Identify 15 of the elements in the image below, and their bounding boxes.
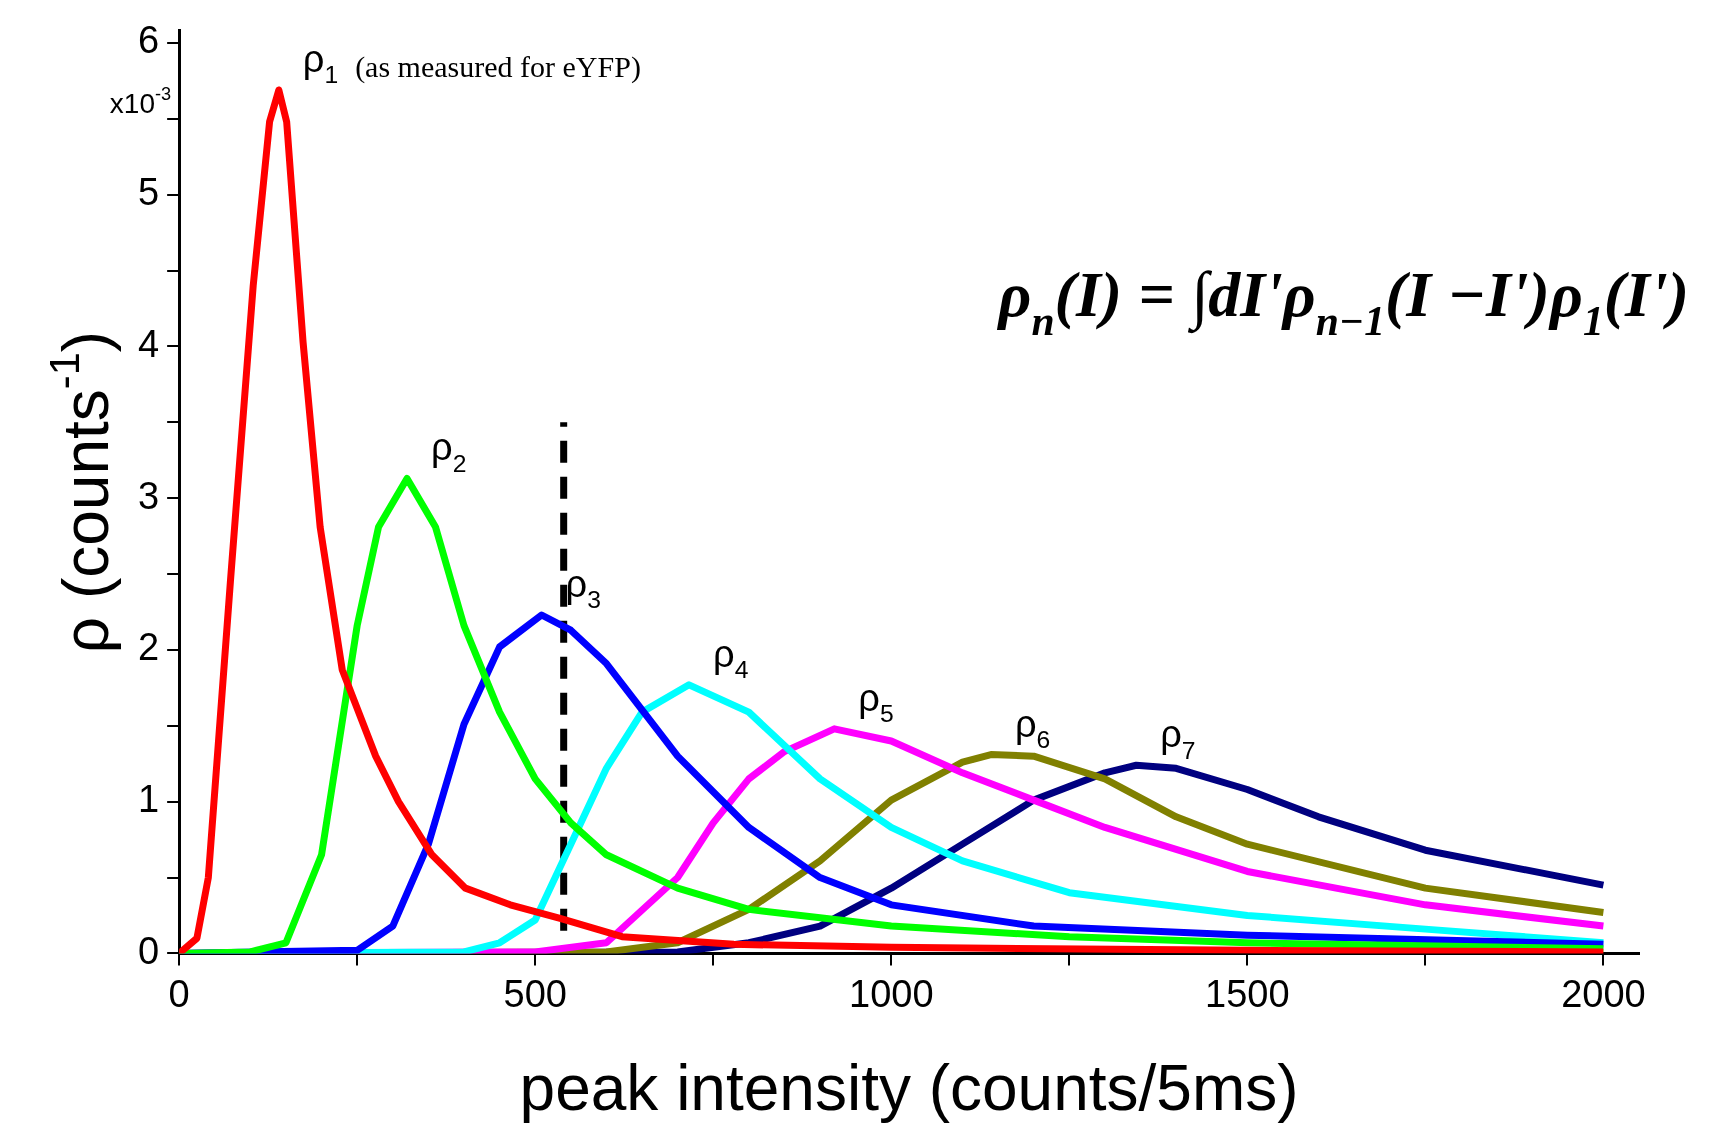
y-tick-label: 0 [137, 929, 160, 972]
y-tick-label: 4 [137, 322, 160, 365]
y-tick-label: 3 [137, 474, 160, 517]
x-tick-label: 500 [503, 972, 567, 1015]
x-tick-label: 1500 [1205, 972, 1290, 1015]
y-tick-label: 6 [137, 19, 160, 62]
x-tick-label: 2000 [1561, 972, 1646, 1015]
y-tick-label: 1 [137, 778, 160, 821]
y-tick-label: 2 [137, 626, 160, 669]
x-tick-label: 0 [168, 972, 190, 1015]
y-tick-label: 5 [137, 171, 160, 214]
x-axis-title: peak intensity (counts/5ms) [519, 1052, 1299, 1124]
annotation: (as measured for eYFP) [355, 49, 641, 84]
x-tick-label: 1000 [848, 972, 934, 1015]
y-axis-title: ρ (counts-1) [41, 330, 122, 654]
